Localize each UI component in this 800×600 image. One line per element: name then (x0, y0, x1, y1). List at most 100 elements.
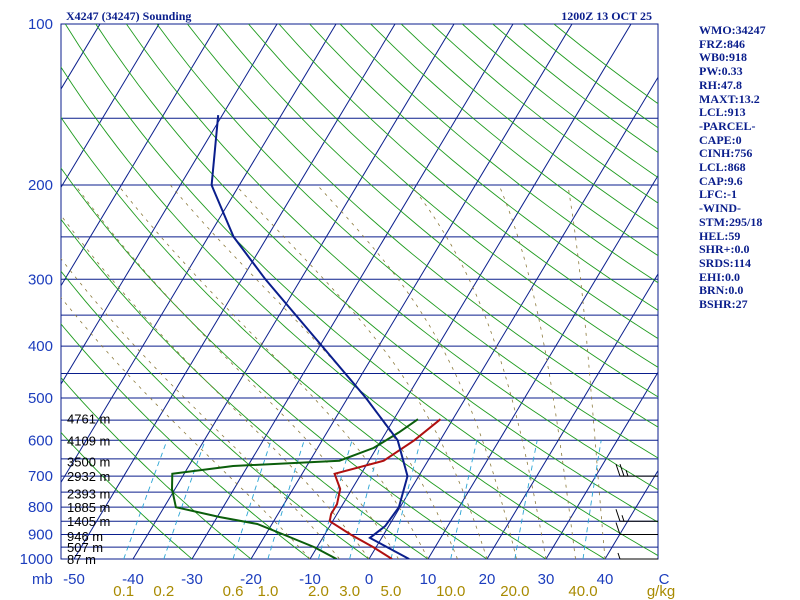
height-label: 1885 m (67, 500, 110, 515)
mixing-ratio-line (232, 440, 272, 559)
stat-row: BRN:0.0 (699, 283, 744, 298)
isotherm-line (61, 24, 337, 484)
wind-barb-flag (619, 463, 625, 477)
dry-adiabat (339, 24, 658, 284)
stat-row: WMO:34247 (699, 23, 766, 37)
wind-barb-half (621, 515, 625, 522)
pressure-tick-label: 300 (28, 271, 53, 288)
mixing-ratio-label: 10.0 (436, 583, 465, 600)
sounding-profiles (170, 115, 442, 559)
stat-row: PW:0.33 (699, 64, 743, 79)
stat-row: RH:47.8 (699, 77, 742, 92)
pressure-tick-label: 400 (28, 338, 53, 355)
isotherm-lines (61, 24, 658, 559)
pressure-unit-label: mb (32, 571, 53, 588)
mixing-ratio-label: 0.1 (113, 583, 134, 600)
temperature-tick-label: -20 (240, 571, 262, 588)
wind-barb-half (617, 552, 621, 560)
isotherm-line (309, 24, 632, 559)
stat-row: EHI:0.0 (699, 269, 741, 284)
moist-adiabat (170, 184, 458, 559)
pressure-tick-label: 200 (28, 177, 53, 194)
stat-row: CAP:9.6 (699, 173, 743, 188)
dry-adiabat (278, 24, 658, 340)
moist-adiabat (498, 184, 576, 559)
stat-row: LCL:913 (699, 105, 746, 120)
dry-adiabat (61, 323, 311, 559)
moist-adiabat (567, 185, 606, 559)
height-label: 3500 m (67, 454, 110, 469)
wind-barb-half (625, 469, 629, 477)
isotherm-line (191, 24, 514, 559)
stat-row: LCL:868 (699, 160, 746, 175)
temperature-tick-label: 10 (420, 571, 437, 588)
dry-adiabat (370, 24, 658, 257)
mixing-ratio-label: 2.0 (308, 583, 329, 600)
station-title: X4247 (34247) Sounding (66, 9, 191, 23)
moist-adiabat (61, 296, 311, 559)
temperature-profile (328, 418, 442, 559)
isotherm-line (486, 273, 658, 559)
dry-adiabat (61, 218, 429, 559)
dry-adiabat (248, 24, 658, 368)
moist-adiabat (410, 184, 547, 559)
isobar-lines (61, 117, 658, 559)
dry-adiabat (309, 24, 658, 311)
dewpoint-profile (170, 418, 419, 559)
stat-row: BSHR:27 (699, 297, 748, 312)
dry-adiabat (61, 116, 547, 559)
height-label: 4761 m (67, 411, 110, 426)
height-label: 4109 m (67, 433, 110, 448)
moist-adiabat (61, 214, 370, 559)
stat-row: -PARCEL- (699, 118, 756, 133)
temperature-tick-label: -10 (299, 571, 321, 588)
pressure-tick-label: 700 (28, 468, 53, 485)
wind-barb-flag (615, 522, 621, 535)
isotherm-line (61, 24, 160, 189)
mixing-ratio-label: 0.2 (153, 583, 174, 600)
mixing-ratio-line (267, 440, 305, 559)
isotherm-line (250, 24, 573, 559)
dry-adiabat (217, 24, 658, 398)
mixing-ratio-label: 0.6 (223, 583, 244, 600)
parcel-profile (210, 115, 410, 559)
dry-adiabat-lines (61, 24, 658, 559)
stat-row: CAPE:0 (699, 132, 742, 147)
mixing-ratio-label: 40.0 (568, 583, 597, 600)
mixing-ratio-axis: 0.1 0.2 0.6 1.0 2.0 3.0 5.0 10.0 20.0 40.0 g/kg (113, 583, 675, 600)
temperature-tick-label: 20 (479, 571, 496, 588)
stat-row: LFC:-1 (699, 187, 737, 202)
height-label: 946 m (67, 529, 103, 544)
temperature-axis: -50 -40 -30 -20 -10 0 10 20 30 40 C (63, 571, 669, 588)
pressure-axis: 100 200 300 400 500 600 700 800 900 1000 mb (20, 16, 53, 588)
mixing-ratio-label: 20.0 (500, 583, 529, 600)
stat-row: FRZ:846 (699, 36, 745, 51)
stat-row: -WIND- (699, 201, 741, 216)
stat-row: SRDS:114 (699, 255, 752, 270)
pressure-tick-label: 600 (28, 432, 53, 449)
pressure-tick-label: 1000 (20, 551, 53, 568)
dry-adiabat (187, 24, 658, 428)
isotherm-line (73, 24, 396, 559)
isotherm-line (427, 174, 658, 559)
stat-row: HEL:59 (699, 228, 741, 243)
pressure-tick-label: 500 (28, 390, 53, 407)
isotherm-line (61, 24, 219, 287)
valid-time: 1200Z 13 OCT 25 (561, 9, 652, 23)
temperature-tick-label: C (659, 571, 670, 588)
mixing-ratio-label: 3.0 (339, 583, 360, 600)
mixing-ratio-line (123, 440, 168, 559)
stat-row: STM:295/18 (699, 214, 763, 229)
isotherm-line (132, 24, 455, 559)
isotherm-line (368, 76, 658, 559)
temperature-tick-label: 40 (597, 571, 614, 588)
dry-adiabat (61, 270, 370, 559)
stat-row: WB0:918 (699, 50, 747, 65)
mixing-ratio-unit: g/kg (647, 583, 675, 600)
pressure-tick-label: 100 (28, 16, 53, 33)
stat-row: SHR+:0.0 (699, 242, 750, 257)
temperature-tick-label: -30 (181, 571, 203, 588)
stat-row: CINH:756 (699, 146, 753, 161)
